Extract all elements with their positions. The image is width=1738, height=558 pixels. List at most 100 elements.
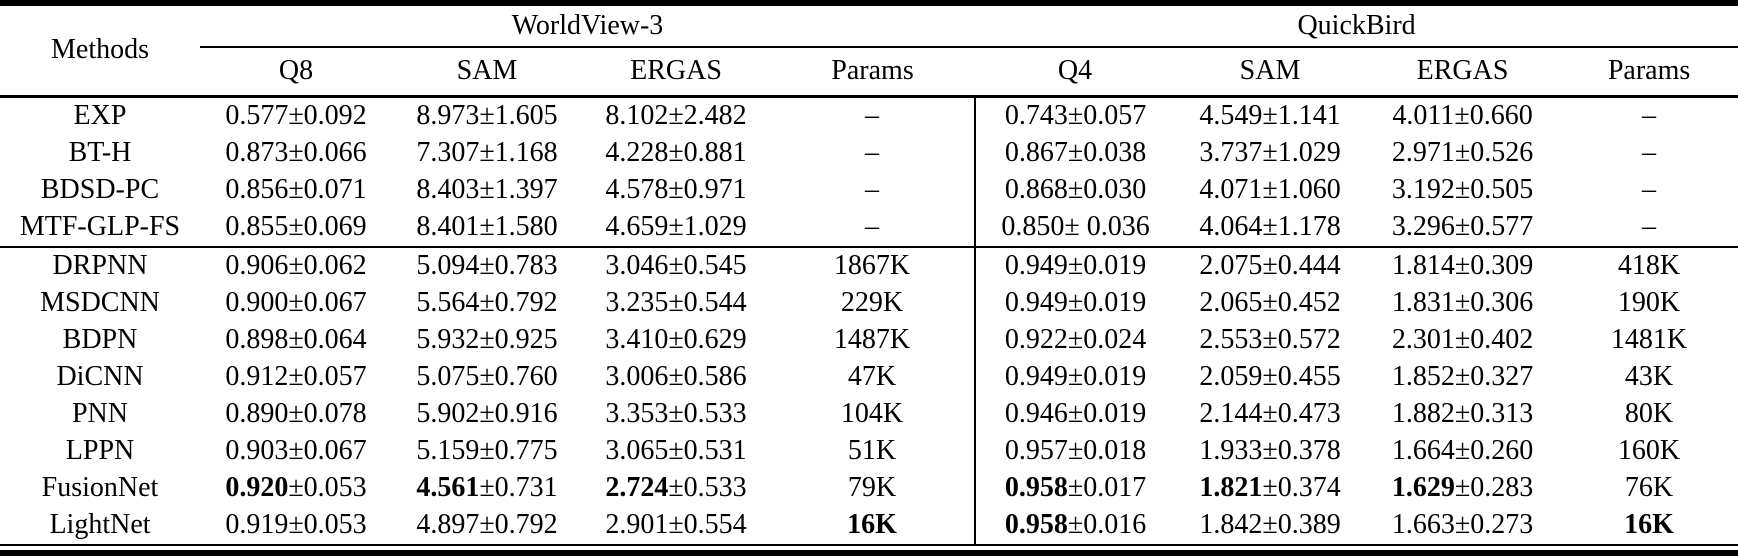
metric-cell: 3.046±0.545 xyxy=(582,246,770,285)
table-row: DiCNN 0.912±0.057 5.075±0.760 3.006±0.586 47… xyxy=(0,359,1738,396)
method-name: MTF-GLP-FS xyxy=(19,211,181,243)
metric-cell: 190K xyxy=(1617,287,1681,319)
metric-cell: 0.900±0.067 xyxy=(225,287,367,319)
metric-cell: 0.958±0.016 xyxy=(974,507,1176,546)
method-name: LPPN xyxy=(65,435,135,467)
metric-cell: 5.075±0.760 xyxy=(416,361,558,393)
metric-cell: 3.296±0.577 xyxy=(1391,211,1534,243)
metric-cell: 2.553±0.572 xyxy=(1199,324,1341,356)
col-header-qb-ergas: ERGAS xyxy=(1365,47,1561,98)
table-row: EXP 0.577±0.092 8.973±1.605 8.102±2.482 – 0.7… xyxy=(0,96,1738,135)
metric-cell: 4.659±1.029 xyxy=(605,211,747,243)
metric-cell: 0.890±0.078 xyxy=(225,398,367,430)
metric-cell: 0.577±0.092 xyxy=(225,100,367,132)
table-row: FusionNet 0.920±0.053 4.561±0.731 2.724±0.5… xyxy=(0,470,1738,507)
metric-cell: 229K xyxy=(840,287,904,319)
metric-cell: 16K xyxy=(1560,507,1738,546)
metric-cell: 4.549±1.141 xyxy=(1199,100,1341,132)
metric-cell: 3.410±0.629 xyxy=(605,324,747,356)
metric-cell: – xyxy=(1642,174,1657,206)
table-row: PNN 0.890±0.078 5.902±0.916 3.353±0.533 104K… xyxy=(0,396,1738,433)
metric-cell: 0.850± 0.036 xyxy=(974,209,1176,247)
metric-cell: 4.011±0.660 xyxy=(1392,100,1533,132)
metric-cell: 2.971±0.526 xyxy=(1391,137,1534,169)
table-row: BDSD-PC 0.856±0.071 8.403±1.397 4.578±0.971… xyxy=(0,172,1738,209)
metric-cell: 4.897±0.792 xyxy=(392,507,582,546)
metric-cell: 0.903±0.067 xyxy=(225,435,367,467)
metric-cell: 0.949±0.019 xyxy=(974,359,1176,396)
metric-cell: 0.958±0.017 xyxy=(974,470,1176,507)
metric-cell: 2.075±0.444 xyxy=(1175,246,1366,285)
metric-cell: 4.578±0.971 xyxy=(605,174,747,206)
metric-cell: 4.561±0.731 xyxy=(416,472,558,504)
metric-cell: 5.564±0.792 xyxy=(416,287,558,319)
metric-cell: 0.946±0.019 xyxy=(974,396,1176,433)
metric-cell: 0.957±0.018 xyxy=(974,433,1176,470)
col-header-qb-q4: Q4 xyxy=(975,47,1176,98)
methods-column-header: Methods xyxy=(0,3,200,98)
method-name: LightNet xyxy=(0,507,200,546)
method-name: FusionNet xyxy=(41,472,159,504)
metric-cell: – xyxy=(1642,100,1657,132)
metric-cell: 51K xyxy=(847,435,897,467)
method-name: PNN xyxy=(71,398,128,430)
metric-cell: 2.065±0.452 xyxy=(1199,287,1341,319)
metric-cell: – xyxy=(1642,137,1657,169)
col-header-qb-sam: SAM xyxy=(1175,47,1366,98)
method-name: BDPN xyxy=(62,324,138,356)
metric-cell: 1.821±0.374 xyxy=(1199,472,1341,504)
group-header-row: Methods WorldView-3 QuickBird xyxy=(0,3,1738,98)
metric-cell: 0.855±0.069 xyxy=(225,211,367,243)
col-header-wv3-q8: Q8 xyxy=(200,47,392,98)
table-row: MSDCNN 0.900±0.067 5.564±0.792 3.235±0.544 2… xyxy=(0,285,1738,322)
metric-cell: 3.353±0.533 xyxy=(605,398,747,430)
metric-cell: 1.842±0.389 xyxy=(1175,507,1366,546)
method-name: DRPNN xyxy=(0,246,200,285)
metric-cell: 1.814±0.309 xyxy=(1365,246,1561,285)
metric-cell: 0.743±0.057 xyxy=(974,96,1176,135)
metric-cell: 418K xyxy=(1560,246,1738,285)
method-name: MSDCNN xyxy=(40,287,160,319)
table-row: BDPN 0.898±0.064 5.932±0.925 3.410±0.629 148… xyxy=(0,322,1738,359)
metric-cell: 79K xyxy=(847,472,897,504)
group-header-worldview3: WorldView-3 xyxy=(200,3,976,48)
metric-cell: 0.920±0.053 xyxy=(225,472,367,504)
metric-cell: 8.102±2.482 xyxy=(605,100,747,132)
results-table: Methods WorldView-3 QuickBird Q8 SAM ERG… xyxy=(0,0,1738,546)
metric-cell: 1481K xyxy=(1610,324,1688,356)
metric-cell: 2.144±0.473 xyxy=(1199,398,1341,430)
metric-cell: 0.912±0.057 xyxy=(225,361,367,393)
metric-cell: 2.901±0.554 xyxy=(582,507,770,546)
metric-cell: – xyxy=(1642,211,1657,243)
metric-cell: 7.307±1.168 xyxy=(416,137,558,169)
metric-cell: 0.867±0.038 xyxy=(974,135,1176,172)
metric-cell: 5.159±0.775 xyxy=(416,435,558,467)
group-header-quickbird: QuickBird xyxy=(975,3,1738,48)
metric-cell: 8.403±1.397 xyxy=(416,174,558,206)
metric-cell: 3.065±0.531 xyxy=(605,435,747,467)
metric-cell: 1.663±0.273 xyxy=(1365,507,1561,546)
metric-cell: 1.664±0.260 xyxy=(1391,435,1534,467)
metric-cell: 3.235±0.544 xyxy=(605,287,747,319)
method-name: BDSD-PC xyxy=(40,174,160,206)
metric-cell: 3.192±0.505 xyxy=(1391,174,1534,206)
method-name: DiCNN xyxy=(56,361,144,393)
metric-cell: 0.949±0.019 xyxy=(974,246,1176,285)
table-row: LPPN 0.903±0.067 5.159±0.775 3.065±0.531 51K… xyxy=(0,433,1738,470)
metric-cell: 4.064±1.178 xyxy=(1199,211,1341,243)
metric-cell: 16K xyxy=(770,507,976,546)
metric-cell: 8.973±1.605 xyxy=(416,100,558,132)
metric-cell: – xyxy=(865,211,880,243)
metric-cell: 43K xyxy=(1624,361,1674,393)
table-body: EXP 0.577±0.092 8.973±1.605 8.102±2.482 – 0.7… xyxy=(0,96,1738,546)
metric-cell: 0.949±0.019 xyxy=(974,285,1176,322)
metric-cell: 3.737±1.029 xyxy=(1199,137,1341,169)
metric-cell: 1.933±0.378 xyxy=(1199,435,1341,467)
metric-cell: 104K xyxy=(840,398,904,430)
metric-cell: – xyxy=(865,137,880,169)
metric-cell: 1.831±0.306 xyxy=(1391,287,1534,319)
metric-header-row: Q8 SAM ERGAS Params Q4 SAM ERGAS Params xyxy=(0,47,1738,98)
metric-cell: 0.898±0.064 xyxy=(225,324,367,356)
metric-cell: 0.922±0.024 xyxy=(974,322,1176,359)
metric-cell: 2.724±0.533 xyxy=(605,472,747,504)
